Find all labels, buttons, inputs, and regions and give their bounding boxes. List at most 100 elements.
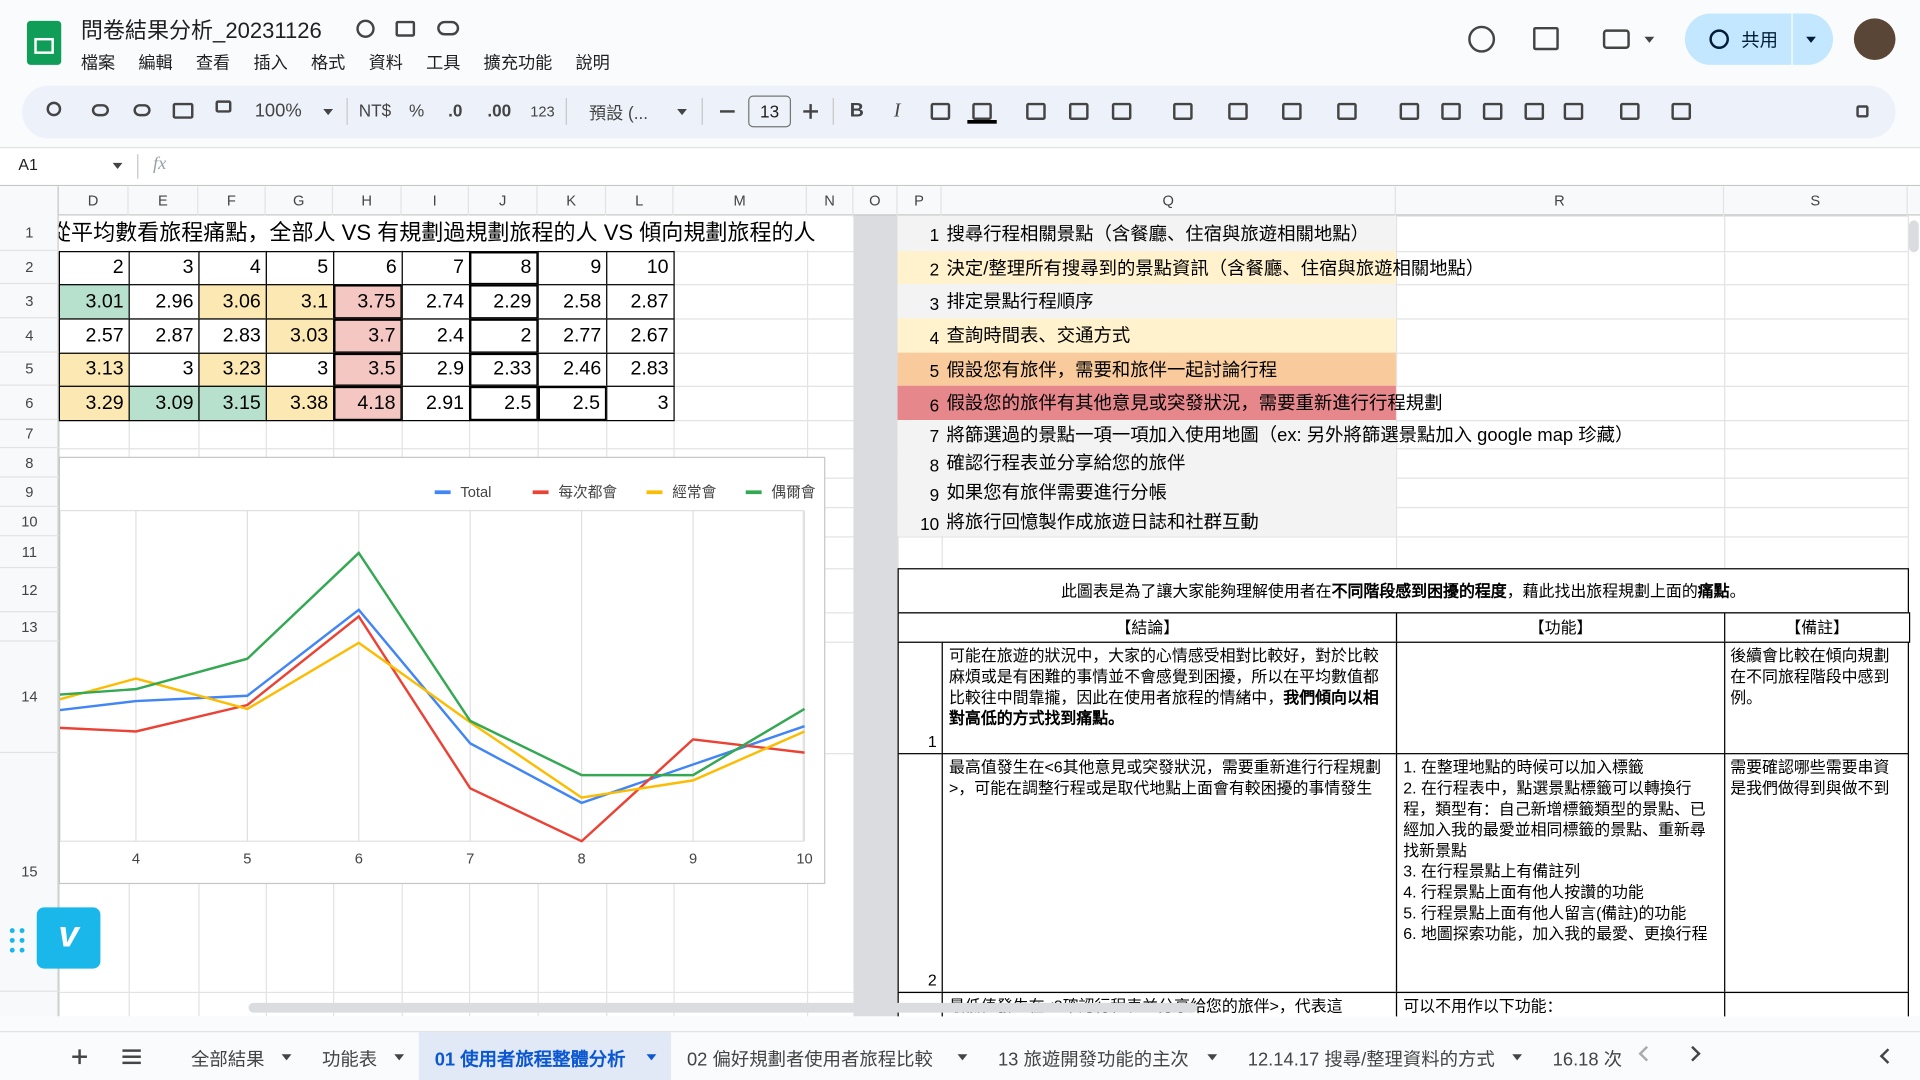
toolbar-icon[interactable] — [1482, 102, 1503, 121]
menu-item[interactable]: 編輯 — [138, 52, 173, 73]
row-header[interactable]: 4 — [0, 318, 59, 353]
vimeo-button[interactable]: v — [36, 907, 101, 969]
menu-item[interactable]: 工具 — [426, 52, 461, 73]
menu-item[interactable]: 檔案 — [80, 52, 116, 73]
row-header[interactable]: 11 — [0, 536, 59, 569]
menu-item[interactable]: 格式 — [311, 52, 346, 73]
row-header[interactable]: 7 — [0, 420, 59, 449]
column-header[interactable]: K — [538, 186, 607, 216]
sheet-tab[interactable]: 01 使用者旅程整體分析 — [418, 1032, 672, 1080]
row-header[interactable]: 9 — [0, 478, 59, 507]
sheet-tab[interactable]: 功能表 — [306, 1032, 419, 1080]
column-header[interactable]: E — [129, 186, 199, 216]
toolbar-icon[interactable] — [1441, 102, 1461, 121]
toolbar-label[interactable]: 100% — [254, 100, 302, 122]
column-header[interactable]: G — [266, 186, 334, 216]
menu-item[interactable]: 說明 — [575, 52, 610, 73]
toolbar-icon[interactable] — [1399, 102, 1420, 121]
row-header[interactable]: 13 — [0, 612, 59, 642]
toolbar-label[interactable]: .0 — [448, 100, 463, 121]
toolbar-icon[interactable] — [1671, 102, 1692, 121]
toolbar-label[interactable]: NT$ — [358, 100, 392, 121]
row-header[interactable]: 15 — [0, 753, 59, 992]
column-header[interactable]: H — [333, 186, 402, 216]
row-header[interactable]: 14 — [0, 642, 59, 754]
toolbar-icon[interactable] — [1173, 102, 1193, 121]
column-header[interactable]: D — [59, 186, 129, 216]
column-header[interactable]: N — [807, 186, 854, 216]
grid-row-line — [58, 536, 1908, 538]
toolbar-icon[interactable] — [1282, 102, 1302, 121]
all-sheets-icon[interactable] — [122, 1055, 141, 1058]
toolbar-icon[interactable] — [1524, 102, 1545, 121]
name-box[interactable]: A1 — [18, 155, 38, 174]
note-remark: 後續會比較在傾向規劃在不同旅程階段中感到例。 — [1724, 641, 1909, 755]
comment-icon[interactable] — [1533, 26, 1559, 51]
sheet-tab[interactable]: 13 旅遊開發功能的主次 — [982, 1032, 1232, 1080]
line-chart[interactable]: 2345678910Total每次都會經常會偶爾會 — [58, 456, 826, 885]
history-icon[interactable] — [1468, 25, 1496, 53]
minus-icon[interactable] — [720, 110, 735, 113]
toolbar-icon[interactable] — [1620, 102, 1640, 121]
column-header[interactable]: O — [853, 186, 898, 216]
sheet-tab[interactable]: 12.14.17 搜尋/整理資料的方式 — [1232, 1032, 1537, 1080]
menu-item[interactable]: 插入 — [253, 52, 288, 73]
toolbar-label[interactable]: B — [849, 100, 864, 122]
column-header[interactable]: I — [402, 186, 469, 216]
row-header[interactable]: 8 — [0, 448, 59, 478]
collapse-icon[interactable] — [1856, 105, 1869, 118]
row-header[interactable]: 10 — [0, 507, 59, 537]
toolbar-icon[interactable] — [972, 102, 992, 121]
all-sheets-icon[interactable] — [122, 1061, 141, 1065]
move-icon[interactable] — [395, 20, 416, 37]
column-header[interactable]: R — [1396, 186, 1725, 216]
h-scroll-thumb[interactable] — [248, 1002, 1198, 1013]
redo-icon[interactable] — [133, 104, 151, 117]
sheet-tab[interactable]: 16.18 次 — [1537, 1032, 1641, 1080]
v-scroll-thumb[interactable] — [1908, 220, 1919, 253]
toolbar-label[interactable]: I — [893, 100, 901, 122]
share-button[interactable]: 共用 — [1684, 13, 1834, 65]
all-sheets-icon[interactable] — [122, 1049, 141, 1052]
avatar[interactable] — [1853, 18, 1896, 61]
column-header[interactable]: J — [469, 186, 538, 216]
menu-item[interactable]: 查看 — [195, 52, 231, 73]
row-header[interactable]: 5 — [0, 353, 59, 386]
toolbar-label[interactable]: % — [408, 100, 425, 121]
meet-icon[interactable] — [1602, 29, 1630, 49]
row-header[interactable]: 6 — [0, 386, 59, 421]
star-icon[interactable] — [356, 19, 375, 38]
column-header[interactable]: M — [673, 186, 807, 216]
toolbar-icon[interactable] — [1068, 102, 1089, 121]
toolbar-icon[interactable] — [1337, 102, 1357, 121]
toolbar-icon[interactable] — [1228, 102, 1248, 121]
print-icon[interactable] — [172, 102, 194, 119]
font-size-box[interactable]: 13 — [748, 95, 792, 128]
column-header[interactable]: L — [606, 186, 674, 216]
toolbar-label[interactable]: .00 — [487, 100, 512, 121]
menu-item[interactable]: 資料 — [368, 52, 403, 73]
menu-item[interactable]: 擴充功能 — [483, 52, 553, 73]
cloud-icon[interactable] — [437, 20, 460, 36]
toolbar-label[interactable]: 預設 (... — [588, 102, 649, 123]
toolbar-label[interactable]: 123 — [530, 102, 555, 121]
toolbar-icon[interactable] — [1563, 102, 1584, 121]
row-header[interactable]: 12 — [0, 568, 59, 613]
sheet-tab[interactable]: 02 偏好規劃者使用者旅程比較 — [671, 1032, 982, 1080]
column-header[interactable]: Q — [942, 186, 1396, 216]
row-header[interactable]: 2 — [0, 251, 59, 285]
undo-icon[interactable] — [91, 104, 109, 117]
toolbar-icon[interactable] — [930, 102, 951, 121]
toolbar-icon[interactable] — [1111, 102, 1132, 121]
paint-format-icon[interactable] — [215, 100, 232, 113]
doc-title[interactable]: 問卷結果分析_20231126 — [80, 18, 322, 43]
search-icon[interactable] — [46, 101, 62, 117]
toolbar-icon[interactable] — [1026, 102, 1046, 121]
column-header[interactable]: F — [198, 186, 266, 216]
row-header[interactable]: 3 — [0, 284, 59, 319]
column-header[interactable]: S — [1724, 186, 1908, 216]
sheet-tab[interactable]: 全部結果 — [175, 1032, 306, 1080]
table-cell: 7 — [401, 251, 471, 286]
row-header[interactable]: 1 — [0, 216, 59, 252]
column-header[interactable]: P — [898, 186, 942, 216]
